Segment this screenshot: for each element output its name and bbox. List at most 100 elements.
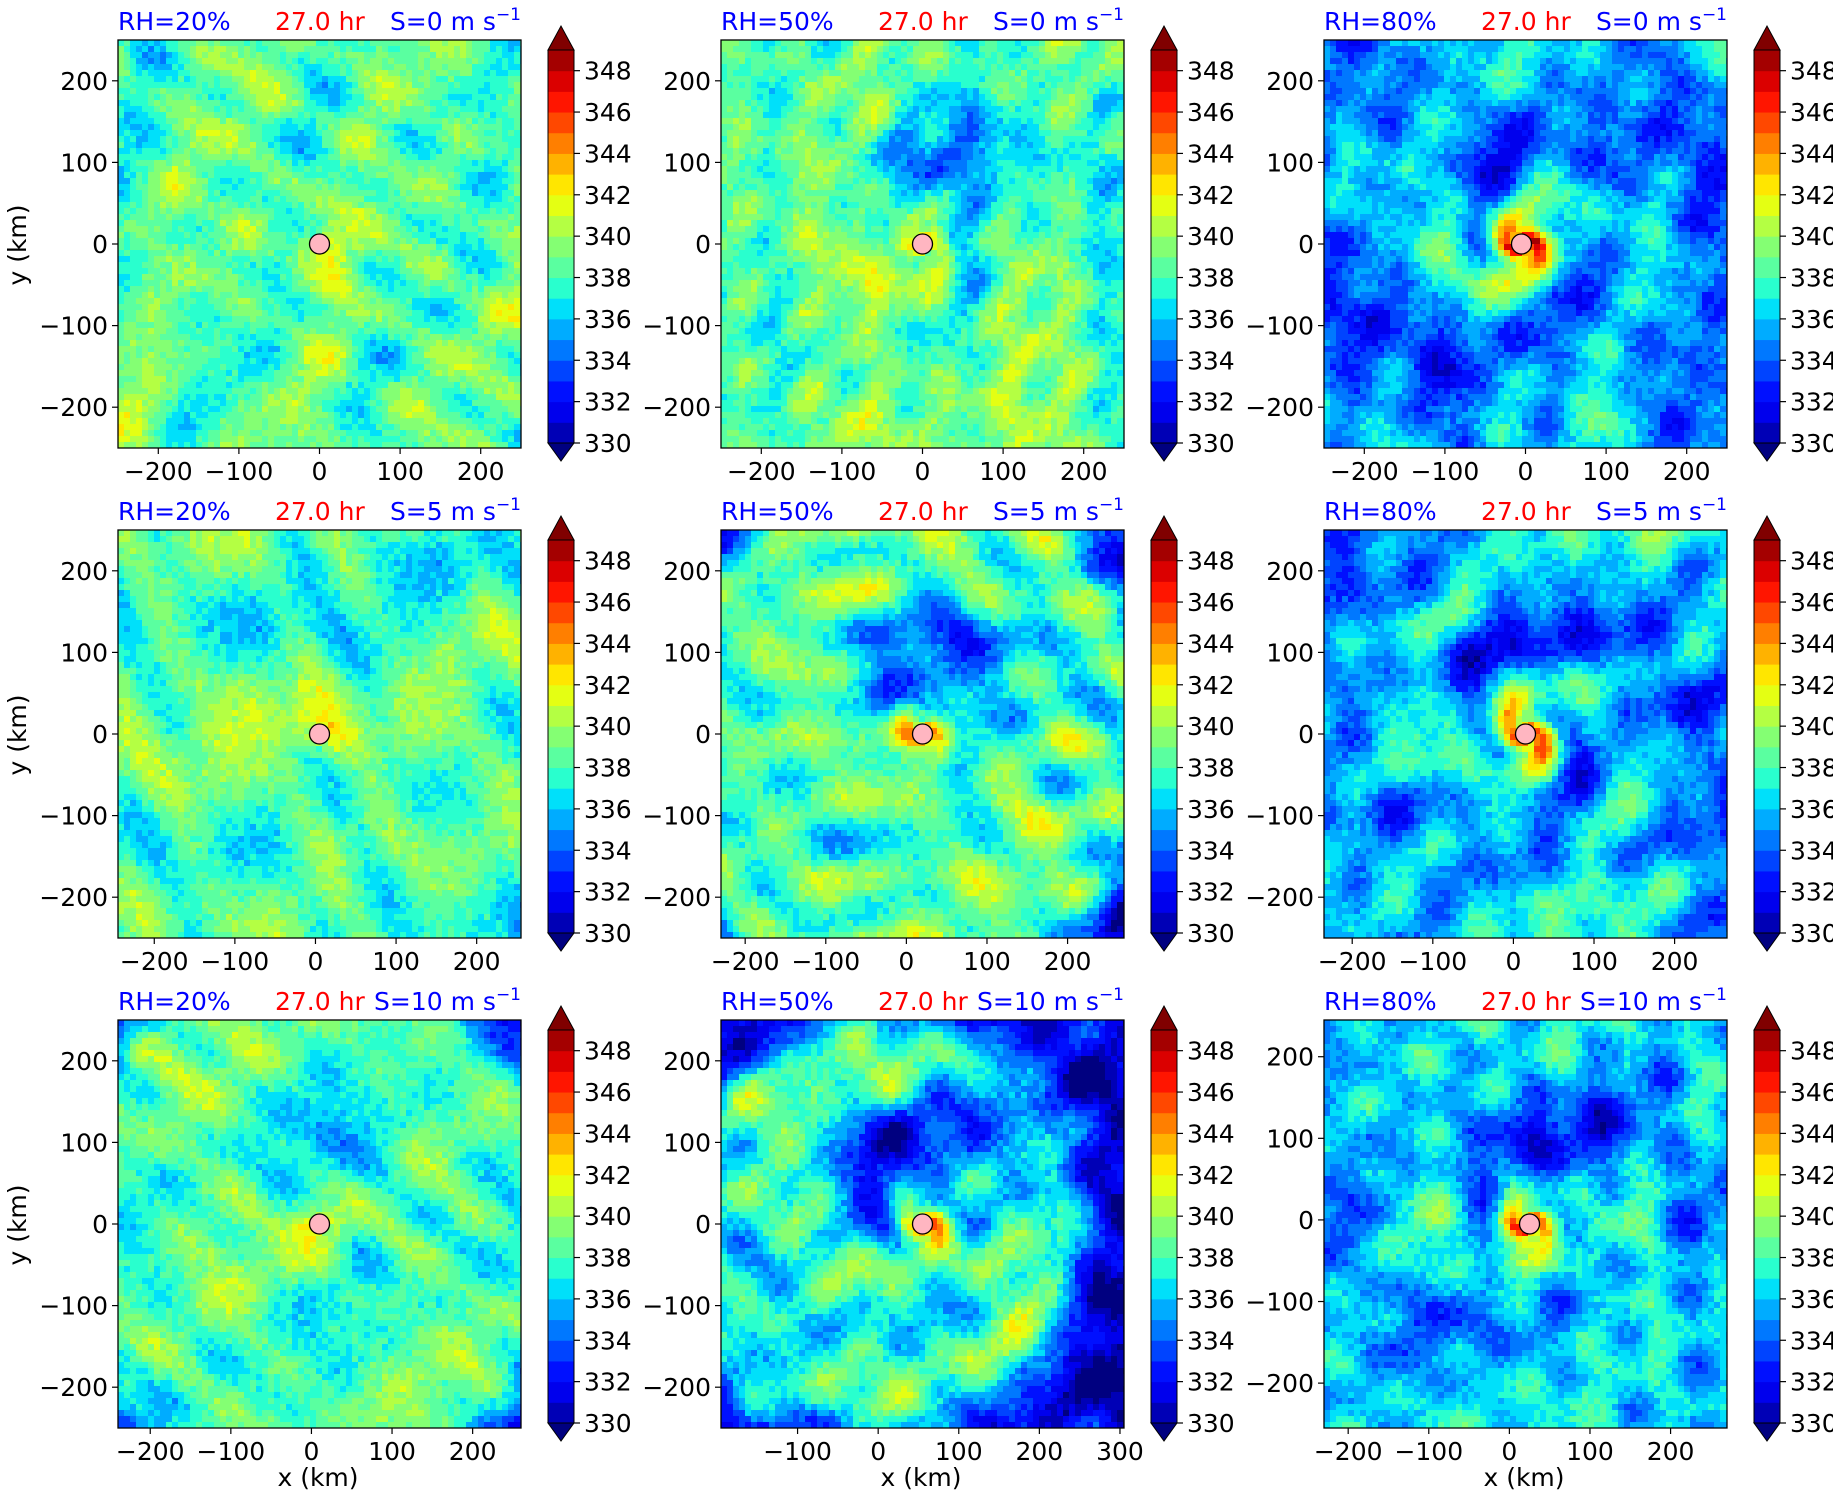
shear-label: S=10 m s−1 [374,985,521,1016]
colorbar-segment [1754,1257,1780,1279]
colorbar-tick-label: 346 [1187,98,1235,127]
time-label: 27.0 hr [275,497,365,526]
y-tick-label: −200 [642,1373,711,1402]
colorbar-tick-label: 340 [1187,712,1235,741]
theta-e-field [118,1020,521,1428]
colorbar-tick-label: 336 [584,1285,632,1314]
storm-center-marker [911,233,934,255]
storm-center-marker [1518,1213,1541,1235]
colorbar-segment [548,1030,574,1052]
colorbar-segment [1754,726,1780,748]
colorbar-segment [1754,112,1780,134]
colorbar-segment [1151,1360,1177,1383]
colorbar-segment [548,602,574,624]
colorbar-segment [548,194,574,216]
colorbar-tick-label: 348 [1187,547,1235,576]
x-tick-label: 200 [1016,1437,1064,1466]
theta-e-field [1324,1020,1727,1428]
colorbar-tick-label: 330 [1187,919,1235,948]
colorbar-tick-label: 330 [1790,1409,1833,1438]
colorbar-extend-min [1753,442,1781,462]
colorbar-segment [1151,684,1177,706]
colorbar-segment [1754,70,1780,92]
colorbar-tick-label: 336 [1790,795,1833,824]
colorbar-segment [548,581,574,603]
colorbar-segment [548,850,574,872]
colorbar-segment [1151,1216,1177,1238]
x-tick-label: −200 [124,457,193,486]
colorbar-tick-label: 348 [1790,547,1833,576]
x-tick-label: 0 [1518,457,1534,486]
ylabel-row3: y (km) [3,1184,32,1265]
colorbar-segment [1151,1340,1177,1362]
x-tick-label: 0 [303,1437,319,1466]
x-tick-label: 0 [312,457,328,486]
x-tick-label: −100 [201,947,270,976]
y-tick-label: 200 [663,557,711,586]
colorbar-segment [1151,850,1177,872]
colorbar-tick-label: 342 [584,181,632,210]
colorbar-tick-label: 344 [584,1119,632,1148]
shear-label: S=5 m s−1 [1596,495,1727,526]
colorbar-segment [548,643,574,665]
colorbar-tick-label: 340 [1187,222,1235,251]
theta-e-field [118,40,521,448]
x-tick-label: −100 [1394,1437,1463,1466]
colorbar-segment [1754,1154,1780,1176]
colorbar-segment [1754,298,1780,320]
colorbar-segment [1151,1278,1177,1300]
colorbar-segment [1754,256,1780,279]
colorbar: 330 332 334 336 338 340 342 344 346 348 [547,514,632,952]
colorbar: 330 332 334 336 338 340 342 344 346 348 [1753,24,1833,462]
colorbar-segment [548,215,574,237]
y-tick-label: 200 [60,1047,108,1076]
y-tick-label: 100 [663,1128,711,1157]
colorbar-segment [548,726,574,748]
colorbar-frame [1753,539,1781,934]
y-tick-label: −100 [642,1292,711,1321]
y-tick-label: −100 [1245,802,1314,831]
shear-label: S=10 m s−1 [1580,985,1727,1016]
colorbar-segment [1151,1154,1177,1176]
theta-e-field [721,1020,1124,1428]
colorbar-tick-label: 342 [1187,181,1235,210]
colorbar-extend-max [547,1004,575,1031]
xlabel-col2: x (km) [880,1463,961,1492]
y-tick-label: −200 [1245,883,1314,912]
colorbar-tick-label: 330 [584,919,632,948]
storm-center-marker [911,723,934,745]
colorbar-segment [1754,339,1780,361]
colorbar-segment [1151,1071,1177,1093]
colorbar-segment [548,50,574,72]
x-tick-label: 100 [1570,947,1618,976]
colorbar-segment [1151,1236,1177,1259]
y-tick-label: 100 [663,638,711,667]
theta-e-field [118,530,521,938]
colorbar-segment [1754,174,1780,196]
x-tick-label: −200 [120,947,189,976]
rh-label: RH=20% [118,987,231,1016]
ylabel-row2: y (km) [3,694,32,775]
x-tick-label: 200 [1663,457,1711,486]
colorbar-tick-label: 340 [1790,712,1833,741]
storm-center-marker [308,233,331,255]
colorbar-segment [1754,1112,1780,1134]
x-tick-label: −200 [1330,457,1399,486]
y-tick-label: −200 [1245,393,1314,422]
x-tick-label: −100 [763,1437,832,1466]
colorbar-segment [1151,622,1177,644]
colorbar: 330 332 334 336 338 340 342 344 346 348 [1150,514,1235,952]
colorbar-tick-label: 336 [1790,305,1833,334]
colorbar-segment [1754,401,1780,423]
colorbar-tick-label: 342 [1790,181,1833,210]
colorbar-tick-label: 348 [1187,1037,1235,1066]
y-tick-label: 0 [92,1210,108,1239]
colorbar-segment [1754,1050,1780,1072]
colorbar-segment [1754,1402,1780,1424]
colorbar-segment [548,870,574,893]
x-tick-label: 0 [308,947,324,976]
colorbar-frame [547,1029,575,1424]
colorbar-tick-label: 334 [584,346,632,375]
colorbar-segment [1151,1092,1177,1114]
colorbar-tick-label: 330 [584,429,632,458]
